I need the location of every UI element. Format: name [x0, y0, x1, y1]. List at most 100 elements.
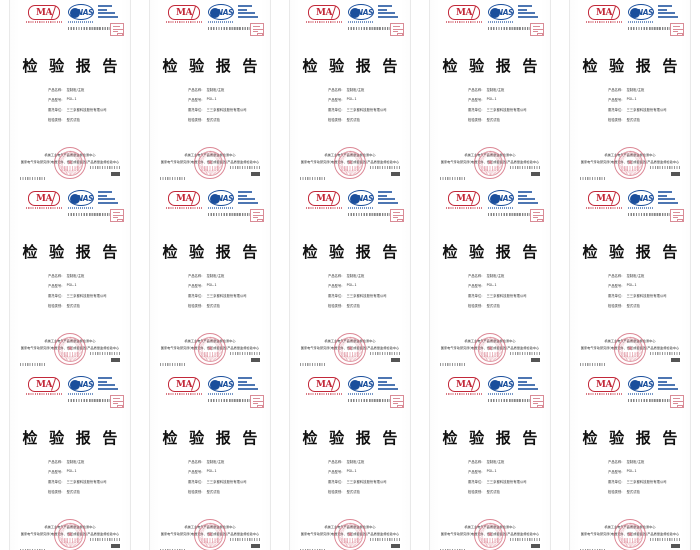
info-row: 检验类别: 型式试验: [328, 487, 387, 495]
ma-logo-icon: MA: [306, 191, 342, 210]
stamp-box-line: [112, 398, 120, 399]
page-badge: [230, 538, 260, 548]
document-thumbnail[interactable]: MA CNAS: [140, 372, 280, 550]
ma-logo-icon: MA: [586, 377, 622, 396]
cnas-logo-oval: [208, 4, 234, 20]
cnas-logo-icon: CNAS: [488, 4, 514, 24]
info-value: 型式试验: [486, 489, 500, 494]
ma-logo-glyph: MA: [456, 193, 472, 204]
page-badge-line: [370, 538, 400, 541]
info-row: 产品名称: 控制柜/主柜: [328, 457, 387, 465]
cnas-logo-subtitle: [628, 393, 654, 396]
info-label: 检验类别:: [328, 303, 343, 308]
document-thumbnail[interactable]: MA CNAS: [420, 186, 560, 372]
document-title: 检 验 报 告: [22, 429, 121, 447]
info-row: 检验类别: 型式试验: [48, 115, 107, 123]
org-line: 国家电气传动研究所(电器元件、低压成套装置)产品质量监督检验中心: [160, 532, 260, 536]
certification-header: MA CNAS: [290, 190, 410, 222]
report-stamp-box-icon: [250, 209, 264, 222]
ma-logo-icon: MA: [166, 377, 202, 396]
info-row: 检验类别: 型式试验: [48, 487, 107, 495]
info-row: 产品型号: PGL-1: [188, 95, 247, 103]
document-info-list: 产品名称: 控制柜/主柜 产品型号: PGL-1 委托单位: 三三京都科技股份有…: [328, 457, 387, 497]
ma-logo-subtitle: [166, 21, 202, 24]
document-page: MA CNAS: [289, 0, 411, 186]
info-row: 委托单位: 三三京都科技股份有限公司: [608, 477, 667, 485]
seal-bottom-text: [341, 166, 359, 171]
info-label: 产品型号:: [608, 283, 623, 288]
info-value: 控制柜/主柜: [346, 87, 365, 92]
document-thumbnail[interactable]: MA CNAS: [280, 0, 420, 186]
info-value: 型式试验: [486, 117, 500, 122]
document-info-list: 产品名称: 控制柜/主柜 产品型号: PGL-1 委托单位: 三三京都科技股份有…: [608, 271, 667, 311]
info-label: 产品型号:: [188, 283, 203, 288]
page-footer-marks: [290, 362, 410, 370]
page-count-label: [300, 363, 326, 366]
ma-logo-subtitle: [306, 207, 342, 210]
cnas-logo-oval: [488, 376, 514, 392]
document-info-list: 产品名称: 控制柜/主柜 产品型号: PGL-1 委托单位: 三三京都科技股份有…: [48, 457, 107, 497]
document-title: 检 验 报 告: [582, 429, 681, 447]
info-row: 产品名称: 控制柜/主柜: [48, 85, 107, 93]
info-label: 产品型号:: [48, 97, 63, 102]
cnas-logo-oval: [348, 190, 374, 206]
document-thumbnail[interactable]: MA CNAS: [140, 0, 280, 186]
info-value: 三三京都科技股份有限公司: [626, 293, 667, 298]
page-badge-line: [90, 166, 120, 169]
document-thumbnail[interactable]: MA CNAS: [560, 186, 700, 372]
info-label: 检验类别:: [328, 117, 343, 122]
document-thumbnail[interactable]: MA CNAS: [560, 372, 700, 550]
info-row: 委托单位: 三三京都科技股份有限公司: [48, 477, 107, 485]
org-line: 国家电气传动研究所(电器元件、低压成套装置)产品质量监督检验中心: [20, 346, 120, 350]
cnas-wordmark-line: [518, 198, 535, 201]
ma-logo-subtitle: [446, 21, 482, 24]
cnas-logo-icon: CNAS: [68, 190, 94, 210]
document-thumbnail[interactable]: MA CNAS: [140, 186, 280, 372]
info-value: PGL-1: [486, 97, 497, 101]
issuing-organization: 机械工业电气产品质量监督检测中心 国家电气传动研究所(电器元件、低压成套装置)产…: [158, 338, 262, 352]
page-count-label: [440, 177, 466, 180]
certification-header: MA CNAS: [150, 190, 270, 222]
info-label: 产品名称:: [188, 459, 203, 464]
report-stamp-box-icon: [250, 23, 264, 36]
document-thumbnail[interactable]: MA CNAS: [0, 0, 140, 186]
document-title: 检 验 报 告: [442, 429, 541, 447]
document-thumbnail[interactable]: MA CNAS: [560, 0, 700, 186]
cnas-wordmark-line: [658, 201, 678, 204]
info-value: 三三京都科技股份有限公司: [346, 293, 387, 298]
document-thumbnail[interactable]: MA CNAS: [0, 372, 140, 550]
stamp-box-line: [532, 403, 538, 404]
info-row: 产品型号: PGL-1: [468, 467, 527, 475]
certification-header: MA CNAS: [570, 190, 690, 222]
info-value: PGL-1: [66, 97, 77, 101]
cnas-wordmark-line: [658, 387, 678, 390]
document-thumbnail[interactable]: MA CNAS: [420, 0, 560, 186]
org-line: 机械工业电气产品质量监督检测中心: [184, 339, 236, 343]
issuing-organization: 机械工业电气产品质量监督检测中心 国家电气传动研究所(电器元件、低压成套装置)产…: [158, 524, 262, 538]
document-thumbnail[interactable]: MA CNAS: [420, 372, 560, 550]
info-value: 三三京都科技股份有限公司: [486, 293, 527, 298]
cnas-wordmark-line: [658, 8, 667, 11]
stamp-box-inner: [397, 218, 403, 222]
document-info-list: 产品名称: 控制柜/主柜 产品型号: PGL-1 委托单位: 三三京都科技股份有…: [468, 457, 527, 497]
document-thumbnail[interactable]: MA CNAS: [280, 186, 420, 372]
page-count-label: [580, 363, 606, 366]
report-stamp-box-icon: [530, 395, 544, 408]
certification-header: MA CNAS: [10, 190, 130, 222]
info-label: 检验类别:: [48, 489, 63, 494]
document-thumbnail[interactable]: MA CNAS: [0, 186, 140, 372]
stamp-box-line: [392, 26, 400, 27]
cnas-logo-subtitle: [488, 21, 514, 24]
page-count-label: [20, 363, 46, 366]
document-thumbnail[interactable]: MA CNAS: [280, 372, 420, 550]
page-badge-number: [251, 172, 260, 176]
page-badge-line: [230, 538, 260, 541]
cnas-logo-oval: [348, 4, 374, 20]
page-badge-line: [370, 166, 400, 169]
page-badge-line: [650, 166, 680, 169]
cnas-wordmark-line: [238, 194, 247, 197]
info-row: 检验类别: 型式试验: [468, 301, 527, 309]
report-stamp-box-icon: [390, 23, 404, 36]
page-badge-number: [671, 544, 680, 548]
